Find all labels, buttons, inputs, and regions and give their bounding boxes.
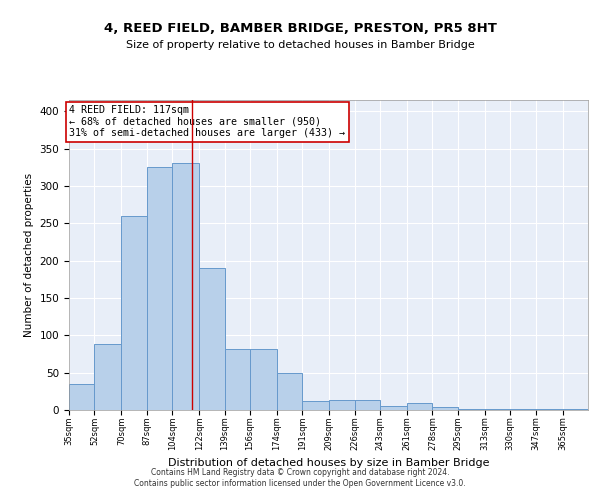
- Bar: [302, 401, 329, 410]
- Bar: [433, 407, 458, 410]
- Bar: [329, 400, 355, 410]
- Bar: [199, 268, 224, 410]
- Bar: [224, 348, 250, 410]
- Y-axis label: Number of detached properties: Number of detached properties: [24, 173, 34, 337]
- X-axis label: Distribution of detached houses by size in Bamber Bridge: Distribution of detached houses by size …: [168, 458, 489, 468]
- Text: 4 REED FIELD: 117sqm
← 68% of detached houses are smaller (950)
31% of semi-deta: 4 REED FIELD: 117sqm ← 68% of detached h…: [69, 105, 345, 138]
- Bar: [250, 348, 277, 410]
- Bar: [147, 167, 172, 410]
- Bar: [121, 216, 147, 410]
- Bar: [69, 384, 94, 410]
- Text: Contains HM Land Registry data © Crown copyright and database right 2024.
Contai: Contains HM Land Registry data © Crown c…: [134, 468, 466, 487]
- Text: Size of property relative to detached houses in Bamber Bridge: Size of property relative to detached ho…: [125, 40, 475, 50]
- Text: 4, REED FIELD, BAMBER BRIDGE, PRESTON, PR5 8HT: 4, REED FIELD, BAMBER BRIDGE, PRESTON, P…: [104, 22, 496, 36]
- Bar: [172, 164, 199, 410]
- Bar: [355, 400, 380, 410]
- Bar: [94, 344, 121, 410]
- Bar: [458, 408, 485, 410]
- Bar: [277, 372, 302, 410]
- Bar: [407, 404, 433, 410]
- Bar: [380, 406, 407, 410]
